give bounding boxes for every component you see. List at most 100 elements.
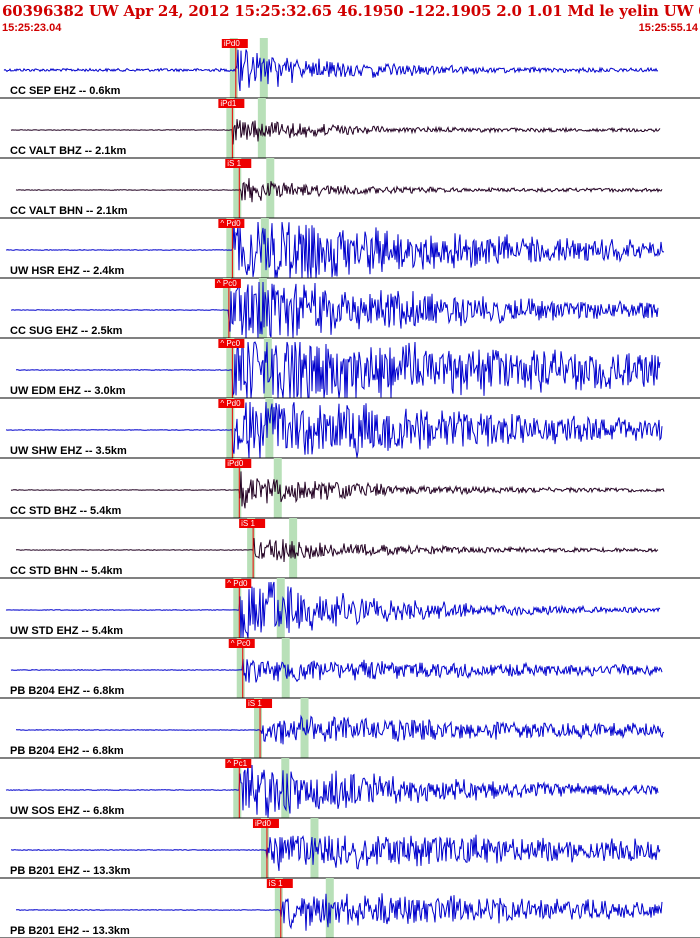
s-window-band — [325, 878, 334, 938]
p-window-band — [274, 878, 283, 938]
trace-row: iS 1 CC STD BHN -- 5.4km — [0, 518, 700, 579]
p-window-band — [229, 38, 238, 98]
station-label: CC VALT BHZ -- 2.1km — [10, 145, 127, 157]
station-label: PB B204 EHZ -- 6.8km — [10, 685, 125, 697]
waveform — [16, 714, 665, 745]
seismogram-panel: iPd0 CC SEP EHZ -- 0.6km iPd1 CC VALT BHZ -… — [0, 38, 700, 938]
pick-label: iS 1 — [248, 699, 262, 708]
p-window-band — [226, 398, 235, 458]
pick-box — [246, 699, 273, 708]
waveform — [5, 581, 661, 639]
station-label: CC STD BHN -- 5.4km — [10, 565, 123, 577]
station-label: UW HSR EHZ -- 2.4km — [10, 265, 125, 277]
waveform — [10, 119, 661, 145]
p-window-band — [254, 698, 263, 758]
pick-box — [228, 639, 255, 648]
p-window-band — [226, 218, 235, 278]
trace-row: iPd0 PB B201 EHZ -- 13.3km — [0, 818, 700, 879]
station-label: CC STD BHZ -- 5.4km — [10, 505, 121, 517]
pick-label: iPd1 — [220, 99, 237, 108]
pick-box — [225, 159, 252, 168]
waveform — [10, 658, 663, 683]
p-window-band — [226, 338, 235, 398]
waveform — [15, 893, 663, 931]
station-label: PB B201 EH2 -- 13.3km — [10, 925, 130, 937]
pick-box — [225, 759, 252, 768]
pick-box — [218, 339, 245, 348]
waveform — [5, 401, 663, 459]
pick-label: ^ Pd0 — [220, 219, 241, 228]
p-window-band — [233, 158, 242, 218]
start-time: 15:25:23.04 — [2, 22, 62, 34]
station-label: UW SHW EHZ -- 3.5km — [10, 445, 127, 457]
p-window-band — [226, 98, 235, 158]
pick-box — [239, 519, 266, 528]
p-window-band — [247, 518, 256, 578]
pick-box — [266, 879, 293, 888]
p-window-band — [236, 638, 245, 698]
waveform — [5, 221, 665, 279]
station-label: UW STD EHZ -- 5.4km — [10, 625, 123, 637]
waveform — [3, 49, 659, 92]
pick-label: ^ Pc1 — [227, 759, 247, 768]
p-window-band — [222, 278, 231, 338]
station-label: PB B201 EHZ -- 13.3km — [10, 865, 131, 877]
pick-label: iS 1 — [227, 159, 241, 168]
pick-box — [252, 819, 279, 828]
trace-row: iPd0 CC SEP EHZ -- 0.6km — [0, 38, 700, 99]
trace-row: ^ Pd0 UW SHW EHZ -- 3.5km — [0, 398, 700, 459]
pick-label: ^ Pd0 — [220, 399, 241, 408]
trace-row: ^ Pc0 UW EDM EHZ -- 3.0km — [0, 338, 700, 399]
pick-label: ^ Pc0 — [220, 339, 240, 348]
waveform — [5, 764, 659, 818]
trace-row: iS 1 PB B204 EH2 -- 6.8km — [0, 698, 700, 759]
pick-label: iS 1 — [241, 519, 255, 528]
s-window-band — [259, 38, 268, 98]
pick-box — [214, 279, 241, 288]
s-window-band — [265, 398, 274, 458]
s-window-band — [276, 578, 285, 638]
trace-row: ^ Pc1 UW SOS EHZ -- 6.8km — [0, 758, 700, 819]
trace-row: iPd0 CC STD BHZ -- 5.4km — [0, 458, 700, 519]
pick-box — [225, 579, 252, 588]
station-label: CC VALT BHN -- 2.1km — [10, 205, 128, 217]
station-label: CC SUG EHZ -- 2.5km — [10, 325, 123, 337]
pick-label: ^ Pc0 — [217, 279, 237, 288]
station-label: CC SEP EHZ -- 0.6km — [10, 85, 121, 97]
end-time: 15:25:55.14 — [638, 22, 698, 34]
waveform — [11, 834, 661, 871]
waveform — [10, 471, 665, 509]
pick-label: iPd0 — [224, 39, 241, 48]
p-window-band — [233, 578, 242, 638]
pick-box — [221, 39, 248, 48]
station-label: PB B204 EH2 -- 6.8km — [10, 745, 124, 757]
header: 60396382 UW Apr 24, 2012 15:25:32.65 46.… — [0, 0, 700, 38]
trace-row: ^ Pd0 UW HSR EHZ -- 2.4km — [0, 218, 700, 279]
s-window-band — [260, 218, 269, 278]
pick-label: iS 1 — [269, 879, 283, 888]
trace-row: ^ Pc0 PB B204 EHZ -- 6.8km — [0, 638, 700, 699]
pick-box — [218, 99, 245, 108]
waveform — [15, 341, 661, 399]
pick-box — [218, 219, 245, 228]
event-title: 60396382 UW Apr 24, 2012 15:25:32.65 46.… — [2, 2, 700, 20]
trace-row: iPd1 CC VALT BHZ -- 2.1km — [0, 98, 700, 159]
s-window-band — [281, 758, 290, 818]
pick-label: iPd0 — [227, 459, 244, 468]
station-label: UW EDM EHZ -- 3.0km — [10, 385, 126, 397]
trace-row: ^ Pd0 UW STD EHZ -- 5.4km — [0, 578, 700, 639]
pick-label: ^ Pc0 — [231, 639, 251, 648]
p-window-band — [260, 818, 269, 878]
p-window-band — [233, 458, 242, 518]
p-window-band — [233, 758, 242, 818]
station-label: UW SOS EHZ -- 6.8km — [10, 805, 125, 817]
trace-row: ^ Pc0 CC SUG EHZ -- 2.5km — [0, 278, 700, 339]
waveform — [15, 538, 659, 563]
pick-label: iPd0 — [255, 819, 272, 828]
pick-box — [225, 459, 252, 468]
waveform — [10, 281, 659, 339]
pick-label: ^ Pd0 — [227, 579, 248, 588]
pick-box — [218, 399, 245, 408]
trace-row: iS 1 CC VALT BHN -- 2.1km — [0, 158, 700, 219]
waveform — [15, 178, 663, 203]
